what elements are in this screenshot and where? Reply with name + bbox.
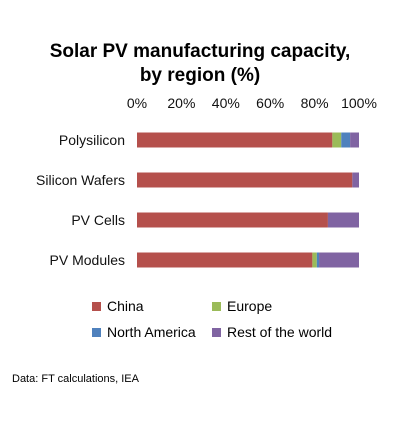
bar-polysilicon-china	[137, 132, 333, 148]
chart-title-line-1: Solar PV manufacturing capacity,	[49, 41, 351, 62]
bar-silicon-wafers-china	[137, 172, 353, 188]
category-label-pv-cells: PV Cells	[71, 212, 125, 228]
x-tick-label: 20%	[167, 95, 195, 111]
x-tick-label: 80%	[301, 95, 329, 111]
chart-title: Solar PV manufacturing capacity, by regi…	[0, 40, 400, 88]
bar-pv-modules-china	[137, 252, 313, 268]
bar-silicon-wafers-rest-of-the-world	[352, 172, 359, 188]
bar-pv-modules-north-america	[316, 252, 320, 268]
bar-polysilicon-europe	[332, 132, 342, 148]
bar-polysilicon-north-america	[341, 132, 351, 148]
x-tick-label: 100%	[341, 95, 377, 111]
category-label-polysilicon: Polysilicon	[59, 132, 125, 148]
category-label-pv-modules: PV Modules	[50, 252, 125, 268]
x-tick-label: 40%	[212, 95, 240, 111]
source-note: Data: FT calculations, IEA	[12, 373, 139, 385]
bar-pv-modules-rest-of-the-world	[319, 252, 359, 268]
bar-pv-cells-china	[137, 212, 328, 228]
bar-polysilicon-rest-of-the-world	[350, 132, 359, 148]
bar-pv-cells-rest-of-the-world	[327, 212, 359, 228]
bar-pv-modules-europe	[312, 252, 317, 268]
category-label-silicon-wafers: Silicon Wafers	[36, 172, 125, 188]
x-tick-label: 60%	[256, 95, 284, 111]
chart-title-line-2: by region (%)	[139, 65, 261, 86]
x-tick-label: 0%	[127, 95, 147, 111]
